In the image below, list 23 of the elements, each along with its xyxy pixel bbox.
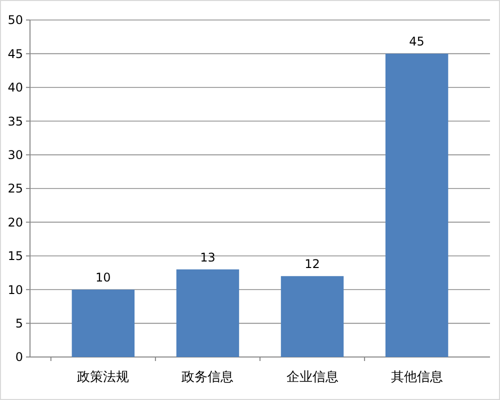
y-tick-label: 10: [8, 282, 23, 297]
y-tick-label: 35: [8, 114, 23, 128]
x-tick-label: 政务信息: [182, 370, 234, 385]
data-label: 13: [200, 250, 216, 264]
y-tick-label: 0: [15, 350, 23, 364]
bar: [385, 54, 448, 357]
data-label: 45: [409, 34, 424, 49]
y-tick-label: 15: [8, 249, 23, 264]
y-tick-label: 30: [8, 148, 23, 162]
y-tick-label: 25: [8, 182, 23, 196]
x-tick-label: 其他信息: [390, 370, 443, 385]
y-tick-label: 45: [8, 46, 23, 61]
bar: [176, 269, 240, 357]
data-label: 10: [96, 270, 111, 285]
x-tick-label: 政策法规: [77, 370, 130, 385]
y-tick-label: 20: [8, 215, 23, 230]
bar: [72, 290, 135, 357]
y-tick-label: 40: [8, 80, 23, 95]
data-label: 12: [304, 257, 320, 272]
bar: [280, 276, 344, 357]
y-tick-label: 50: [8, 13, 23, 28]
y-tick-label: 5: [15, 316, 23, 330]
x-tick-label: 企业信息: [286, 370, 338, 385]
